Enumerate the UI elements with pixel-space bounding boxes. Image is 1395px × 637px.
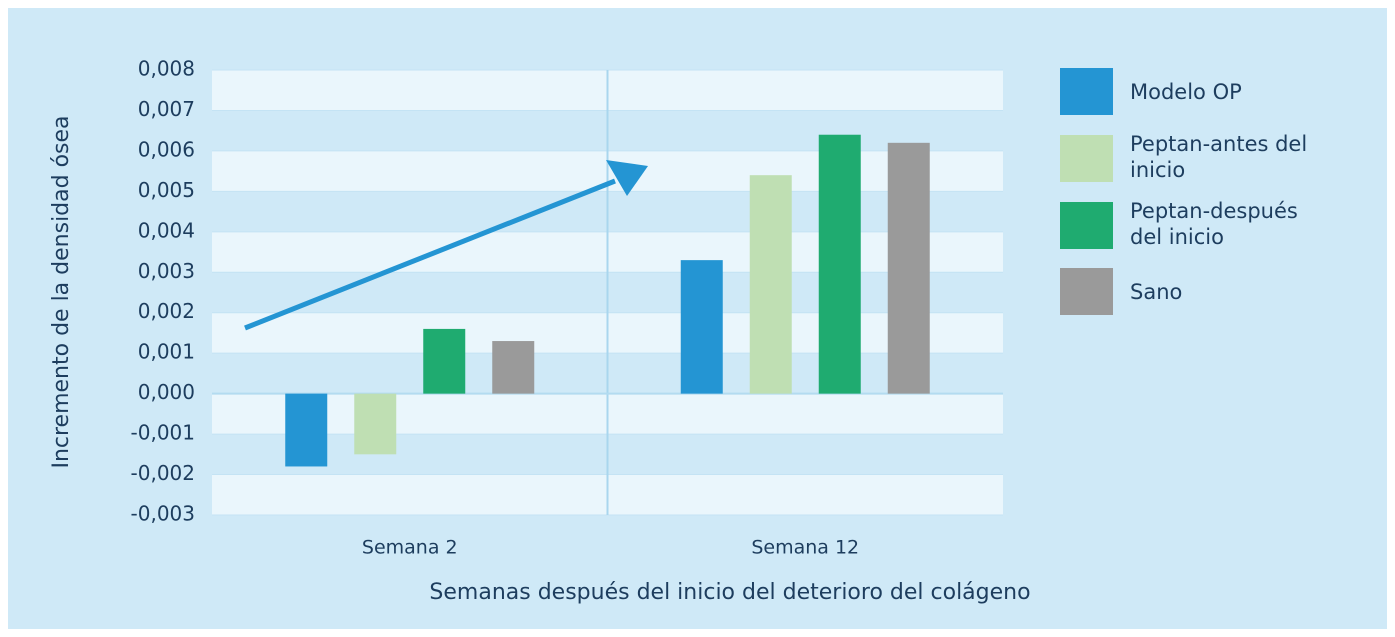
bar [285,393,328,467]
legend-label: Peptan-antes del inicio [1130,132,1308,182]
y-tick-label: 0,003 [138,259,195,283]
y-tick-label: 0,001 [138,340,195,364]
bar [818,134,861,394]
bar [354,393,397,455]
y-tick-label: -0,001 [131,421,195,445]
y-tick-label: 0,002 [138,299,195,323]
bar [680,260,723,394]
legend-swatch [1060,202,1113,249]
legend-label: Peptan-después del inicio [1130,199,1298,249]
y-tick-label: 0,008 [138,57,195,81]
y-tick-label: 0,006 [138,137,195,161]
bar [887,142,930,394]
bar [492,341,535,394]
legend-swatch [1060,268,1113,315]
legend-swatch [1060,135,1113,182]
x-axis-title: Semanas después del inicio del deterioro… [429,580,1030,605]
y-tick-label: -0,003 [131,502,195,526]
y-tick-label: 0,005 [138,178,195,202]
x-tick-label: Semana 12 [751,537,859,559]
legend-label: Modelo OP [1130,80,1242,104]
bar [749,175,792,394]
y-tick-label: 0,007 [138,97,195,121]
y-axis-title: Incremento de la densidad ósea [49,115,74,468]
trend-arrow [244,178,616,331]
legend-label: Sano [1130,280,1183,304]
y-tick-label: 0,000 [138,380,195,404]
bar [423,328,466,394]
y-tick-label: 0,004 [138,218,195,242]
legend-swatch [1060,68,1113,115]
y-tick-label: -0,002 [131,461,195,485]
trend-arrow-head [606,160,648,196]
x-tick-label: Semana 2 [362,537,458,559]
